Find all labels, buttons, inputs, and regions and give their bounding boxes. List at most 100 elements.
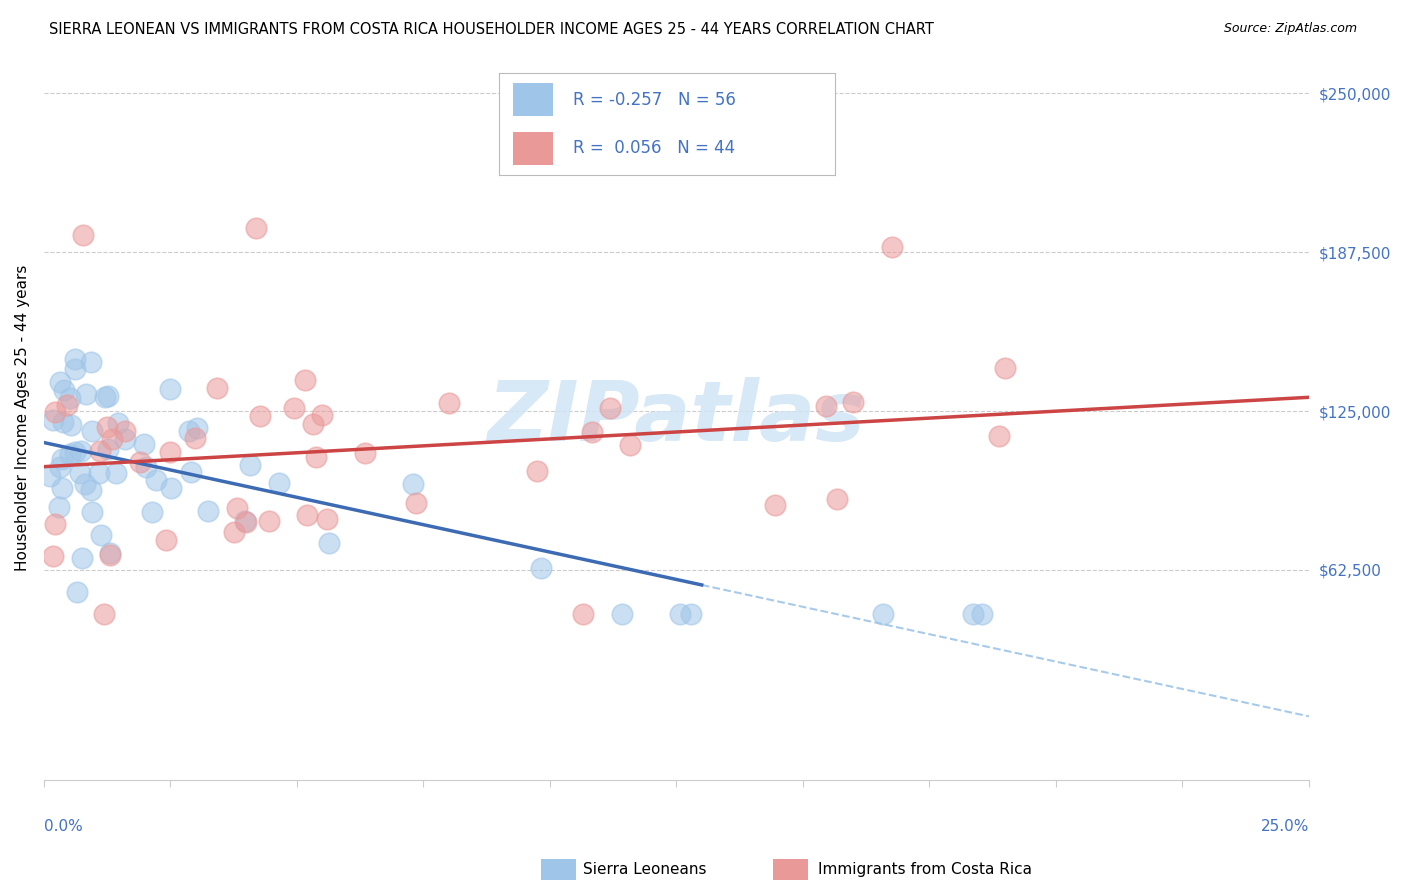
- Point: [49, 375, 72, 389]
- Point: [114, 424, 136, 438]
- Point: [988, 429, 1011, 443]
- Point: [69, 466, 91, 480]
- Point: [402, 477, 425, 491]
- Point: [87, 467, 110, 481]
- Point: [679, 607, 702, 622]
- Text: ZIPatlas: ZIPatlas: [488, 377, 865, 458]
- Point: [160, 482, 183, 496]
- Point: [101, 432, 124, 446]
- Point: [58, 447, 80, 461]
- Point: [53, 383, 76, 397]
- Point: [222, 525, 245, 540]
- Point: [405, 496, 427, 510]
- Point: [183, 431, 205, 445]
- Point: [56, 398, 79, 412]
- Point: [581, 425, 603, 440]
- Point: [294, 373, 316, 387]
- Point: [44, 516, 66, 531]
- Point: [98, 548, 121, 562]
- Point: [249, 409, 271, 423]
- Point: [235, 516, 257, 530]
- Point: [80, 425, 103, 439]
- Text: 25.0%: 25.0%: [1261, 820, 1309, 835]
- Point: [245, 221, 267, 235]
- Point: [72, 227, 94, 242]
- Point: [93, 390, 115, 404]
- Point: [41, 549, 63, 564]
- Point: [51, 451, 73, 466]
- Point: [59, 418, 82, 433]
- Point: [297, 508, 319, 522]
- Point: [114, 432, 136, 446]
- Point: [283, 401, 305, 415]
- Point: [63, 352, 86, 367]
- Point: [530, 561, 553, 575]
- Point: [49, 459, 72, 474]
- Point: [66, 585, 89, 599]
- Point: [159, 445, 181, 459]
- Point: [353, 446, 375, 460]
- Point: [82, 505, 104, 519]
- Point: [315, 512, 337, 526]
- Point: [239, 458, 262, 472]
- Point: [872, 607, 894, 622]
- Point: [619, 438, 641, 452]
- Point: [763, 498, 786, 512]
- Point: [827, 492, 849, 507]
- Point: [814, 399, 837, 413]
- Point: [52, 415, 75, 429]
- Point: [75, 477, 97, 491]
- Point: [962, 607, 984, 622]
- Point: [107, 416, 129, 430]
- Point: [159, 382, 181, 396]
- Text: SIERRA LEONEAN VS IMMIGRANTS FROM COSTA RICA HOUSEHOLDER INCOME AGES 25 - 44 YEA: SIERRA LEONEAN VS IMMIGRANTS FROM COSTA …: [49, 22, 934, 37]
- Text: Sierra Leoneans: Sierra Leoneans: [583, 863, 707, 877]
- Point: [128, 455, 150, 469]
- Point: [318, 536, 340, 550]
- Point: [48, 500, 70, 515]
- Point: [882, 240, 904, 254]
- Point: [179, 424, 201, 438]
- Point: [305, 450, 328, 464]
- Text: Source: ZipAtlas.com: Source: ZipAtlas.com: [1223, 22, 1357, 36]
- Text: Immigrants from Costa Rica: Immigrants from Costa Rica: [818, 863, 1032, 877]
- Point: [134, 437, 156, 451]
- Point: [233, 514, 256, 528]
- Point: [141, 504, 163, 518]
- Y-axis label: Householder Income Ages 25 - 44 years: Householder Income Ages 25 - 44 years: [15, 264, 30, 571]
- Point: [90, 528, 112, 542]
- Point: [180, 466, 202, 480]
- Point: [93, 607, 115, 622]
- Point: [610, 607, 633, 622]
- Point: [197, 504, 219, 518]
- Point: [70, 551, 93, 566]
- Point: [302, 417, 325, 431]
- Point: [970, 607, 993, 622]
- Point: [257, 514, 280, 528]
- Point: [135, 459, 157, 474]
- Text: 0.0%: 0.0%: [44, 820, 83, 835]
- Point: [572, 607, 595, 622]
- Point: [75, 386, 97, 401]
- Point: [70, 443, 93, 458]
- Point: [63, 362, 86, 376]
- Point: [80, 355, 103, 369]
- Point: [269, 476, 291, 491]
- Point: [669, 607, 692, 622]
- Point: [97, 442, 120, 456]
- Point: [155, 533, 177, 547]
- Point: [97, 389, 120, 403]
- Point: [89, 444, 111, 458]
- Point: [42, 413, 65, 427]
- Point: [186, 420, 208, 434]
- Point: [44, 405, 66, 419]
- Point: [59, 391, 82, 405]
- Point: [39, 469, 62, 483]
- Point: [599, 401, 621, 416]
- Point: [65, 444, 87, 458]
- Point: [225, 501, 247, 516]
- Point: [98, 546, 121, 560]
- Point: [311, 408, 333, 422]
- Point: [526, 464, 548, 478]
- Point: [80, 483, 103, 497]
